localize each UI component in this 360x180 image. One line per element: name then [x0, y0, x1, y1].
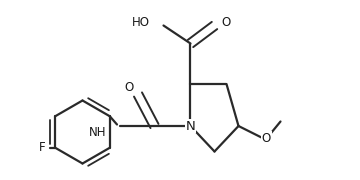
Text: O: O	[221, 16, 230, 29]
Text: NH: NH	[89, 125, 107, 138]
Text: N: N	[186, 120, 195, 132]
Text: F: F	[39, 141, 45, 154]
Text: HO: HO	[132, 16, 150, 29]
Text: O: O	[262, 132, 271, 145]
Text: O: O	[124, 80, 134, 93]
